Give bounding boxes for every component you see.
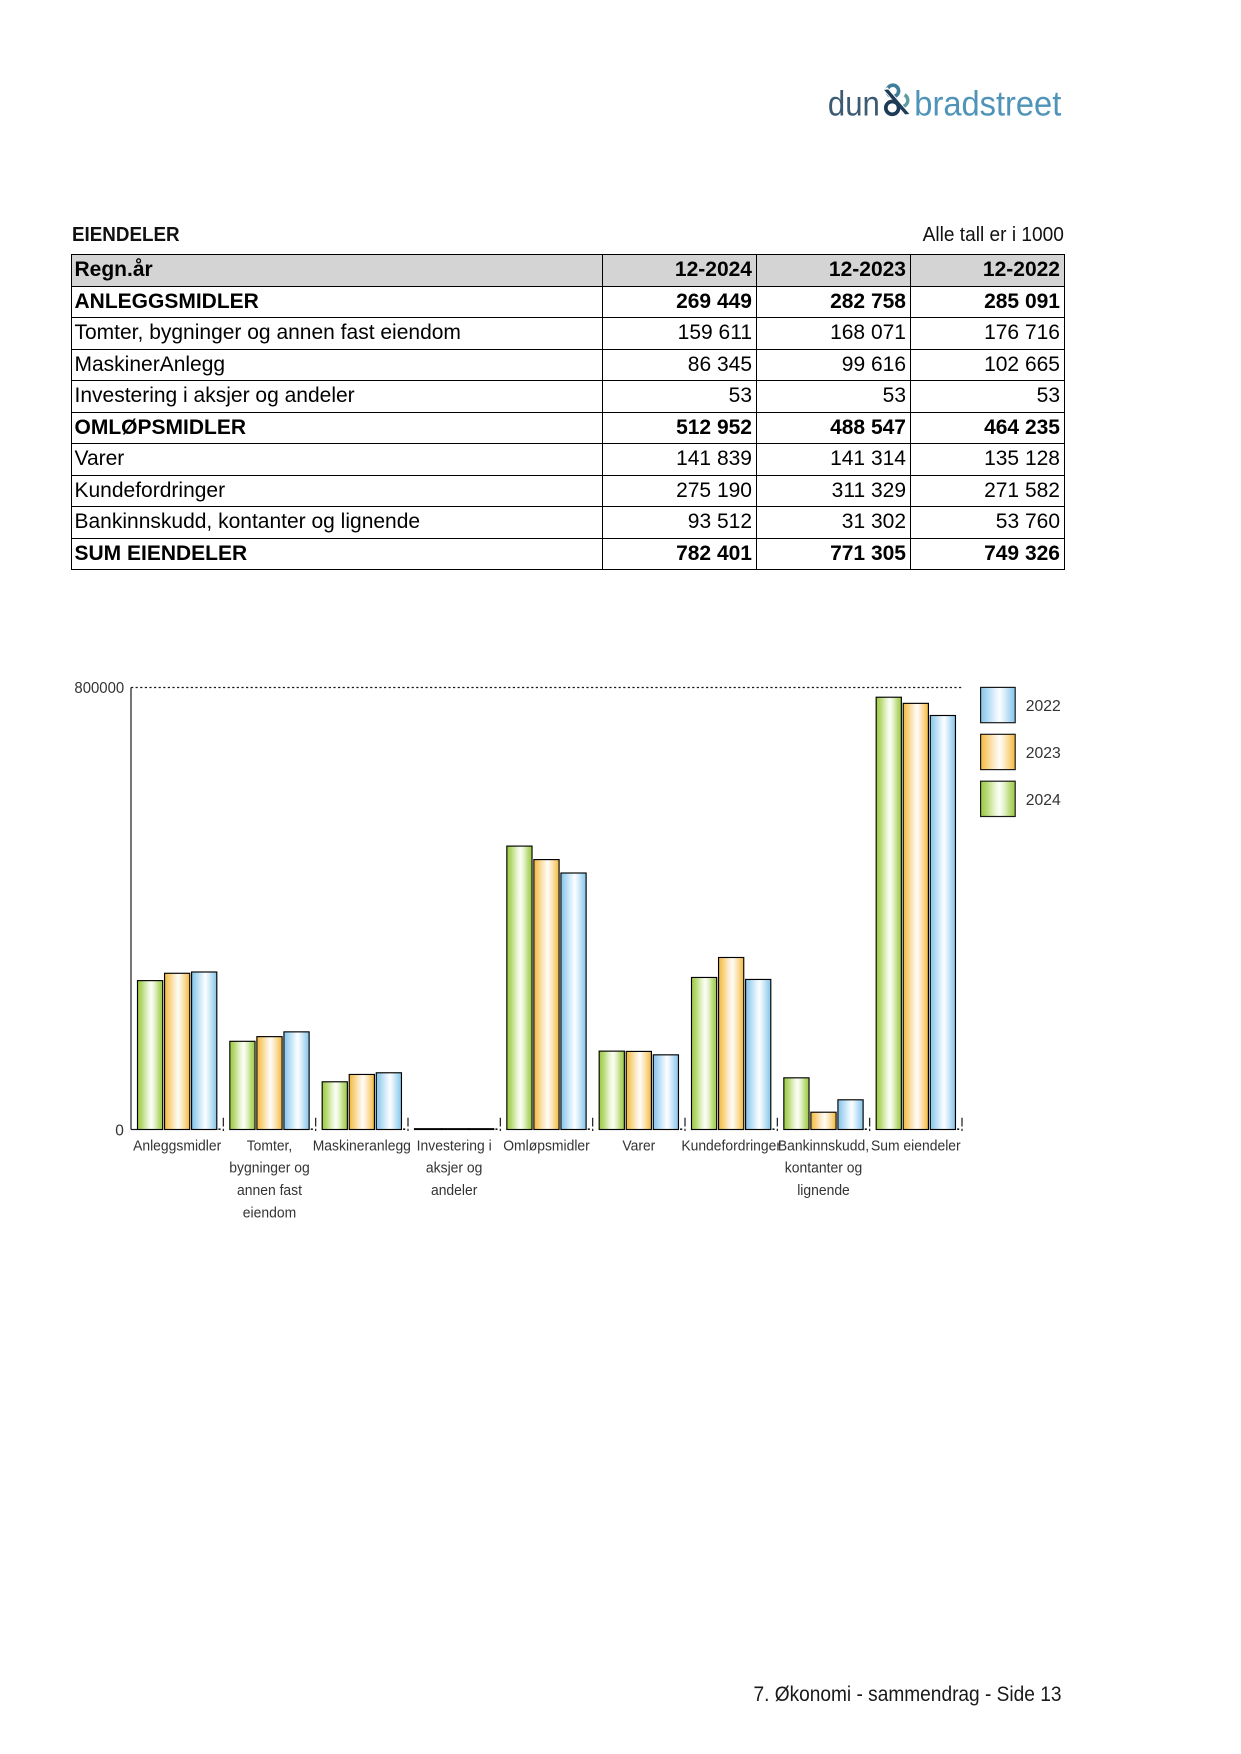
svg-text:bygninger og: bygninger og [229, 1161, 310, 1177]
svg-text:Maskineranlegg: Maskineranlegg [313, 1138, 411, 1154]
svg-text:Tomter,: Tomter, [247, 1138, 293, 1154]
svg-text:Omløpsmidler: Omløpsmidler [503, 1138, 590, 1154]
svg-text:Investering i: Investering i [417, 1138, 492, 1154]
svg-text:bradstreet: bradstreet [914, 85, 1061, 124]
svg-text:Bankinnskudd,: Bankinnskudd, [778, 1138, 869, 1154]
svg-text:andeler: andeler [431, 1183, 477, 1199]
svg-text:dun: dun [828, 85, 880, 124]
svg-text:2022: 2022 [1026, 698, 1061, 715]
svg-text:800000: 800000 [74, 680, 124, 697]
svg-text:Varer: Varer [622, 1138, 655, 1154]
svg-text:2023: 2023 [1026, 745, 1061, 762]
svg-text:lignende: lignende [797, 1183, 850, 1199]
svg-text:Anleggsmidler: Anleggsmidler [133, 1138, 221, 1154]
svg-text:annen fast: annen fast [237, 1183, 302, 1199]
svg-text:kontanter og: kontanter og [785, 1161, 862, 1177]
svg-text:2024: 2024 [1026, 792, 1061, 809]
svg-text:aksjer og: aksjer og [426, 1161, 483, 1177]
svg-text:0: 0 [115, 1122, 124, 1139]
svg-text:Sum eiendeler: Sum eiendeler [871, 1138, 961, 1154]
svg-text:eiendom: eiendom [243, 1206, 296, 1222]
svg-text:Kundefordringer: Kundefordringer [681, 1138, 781, 1154]
